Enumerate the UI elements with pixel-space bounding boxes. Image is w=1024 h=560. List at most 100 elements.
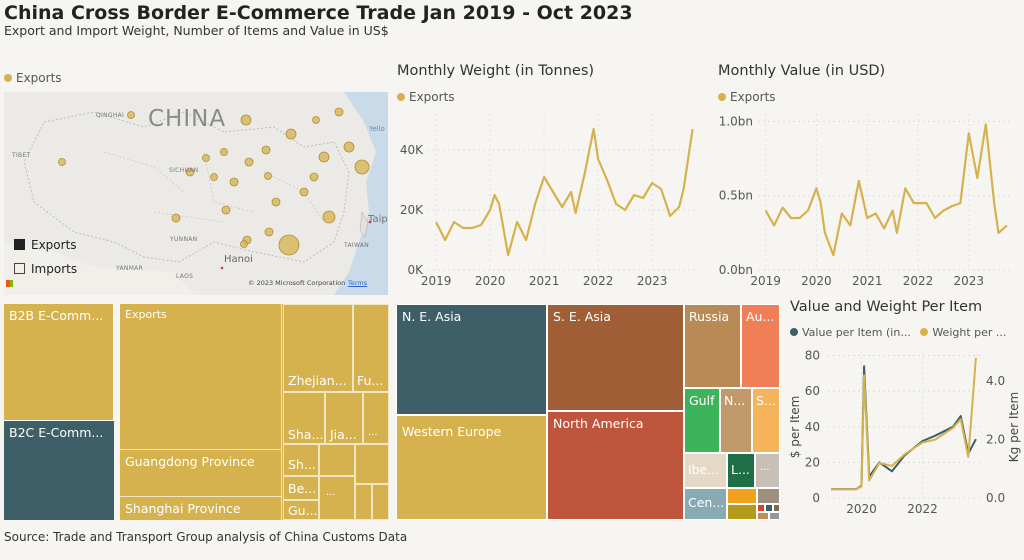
tile-label: Sha...	[288, 427, 324, 442]
x-tick-label: 2019	[750, 274, 781, 288]
value-chart-legend: Exports	[718, 90, 776, 104]
treemap-b2c-tile[interactable]: B2C E-Comm...	[4, 420, 114, 520]
y-tick-label: 0.5bn	[719, 189, 753, 203]
per-item-line-chart: $ per Item Kg per Item 0 20 40 60 80 0.0 2.0 4…	[788, 349, 1021, 516]
treemap-small-tile[interactable]	[355, 484, 372, 520]
treemap-small-tile[interactable]	[727, 504, 757, 520]
bubble-guizhou	[221, 205, 231, 215]
tile-label: ...	[326, 487, 336, 498]
treemap-be-tile[interactable]: Be...	[283, 476, 319, 500]
map-selector-imports[interactable]: Imports	[14, 262, 77, 276]
treemap-north-america-tile[interactable]: North America	[547, 411, 684, 520]
treemap-small-tile[interactable]	[372, 484, 389, 520]
treemap-shanghai-tile[interactable]: Shanghai Province	[120, 496, 282, 520]
bubble-shandong	[334, 107, 344, 117]
exports-legend-dot	[718, 93, 726, 101]
treemap-jia-tile[interactable]: Jia...	[325, 392, 363, 444]
treemap-sh-tile[interactable]: Sh...	[283, 444, 319, 476]
tile-label: North America	[553, 416, 644, 431]
bubble-jiangxi	[299, 187, 309, 197]
imports-checkbox[interactable]	[14, 263, 25, 274]
weight-per-item-line	[831, 357, 977, 491]
treemap-small-tile[interactable]	[727, 488, 757, 504]
place-label: Taipe	[368, 214, 388, 225]
selector-label: Imports	[31, 262, 78, 276]
place-label: Hanoi	[224, 254, 253, 265]
weight-exports-line	[435, 127, 694, 257]
map-selector-exports[interactable]: Exports	[14, 238, 77, 252]
x-tick-label: 2021	[529, 274, 560, 288]
treemap-more-tile[interactable]: ...	[755, 453, 780, 488]
treemap-small-tile[interactable]	[757, 504, 765, 512]
left-y-tick-label: 20	[805, 455, 820, 469]
treemap-small-tile[interactable]	[757, 488, 780, 504]
treemap-australia-tile[interactable]: Au...	[741, 304, 780, 388]
treemap-small-tile[interactable]	[769, 512, 780, 520]
treemap-s-tile[interactable]: S...	[752, 388, 780, 453]
treemap-gu-tile[interactable]: Gu...	[283, 500, 319, 520]
terms-link[interactable]: Terms	[348, 279, 368, 287]
tile-label: Russia	[689, 309, 730, 324]
exports-legend-dot	[397, 93, 405, 101]
treemap-exports-provinces[interactable]: Exports Guangdong Province Shanghai Prov…	[120, 304, 389, 520]
x-tick-label: 2022	[583, 274, 614, 288]
treemap-western-europe-tile[interactable]: Western Europe	[396, 415, 547, 520]
left-y-tick-label: 60	[805, 384, 820, 398]
treemap-ne-asia-tile[interactable]: N. E. Asia	[396, 304, 547, 415]
treemap-sha-tile[interactable]: Sha...	[283, 392, 325, 444]
tile-label: Zhejian...	[288, 373, 347, 388]
value-exports-line	[764, 123, 1008, 257]
bubble-fujian	[322, 210, 336, 224]
treemap-regions[interactable]: N. E. Asia Western Europe S. E. Asia Nor…	[396, 304, 780, 520]
page-subtitle: Export and Import Weight, Number of Item…	[4, 23, 389, 38]
tile-label: Fu...	[357, 373, 384, 388]
weight-legend-dot	[920, 328, 929, 336]
treemap-more-tile[interactable]: ...	[319, 476, 355, 520]
treemap-gulf-tile[interactable]: Gulf	[684, 388, 720, 453]
treemap-iberia-tile[interactable]: Ibe...	[684, 453, 727, 488]
tile-label: Sh...	[288, 457, 316, 472]
place-label: Yello	[369, 125, 385, 133]
china-bubble-map[interactable]: CHINA QINGHAI TIBET SICHUAN YUNNAN LAOS …	[4, 92, 388, 295]
x-tick-label: 2020	[801, 274, 832, 288]
page-title: China Cross Border E-Commerce Trade Jan …	[4, 2, 633, 24]
sea-area	[334, 92, 388, 295]
bubble-shanghai	[343, 141, 355, 153]
treemap-central-asia-tile[interactable]: Cen...	[684, 488, 727, 520]
per-item-grid	[828, 352, 982, 499]
tile-label: Be...	[288, 481, 317, 496]
treemap-se-asia-tile[interactable]: S. E. Asia	[547, 304, 684, 411]
treemap-b2b-tile[interactable]: B2B E-Comm...	[4, 304, 114, 420]
treemap-small-tile[interactable]	[765, 504, 773, 512]
tile-label: B2C E-Comm...	[9, 425, 104, 440]
treemap-more-tile[interactable]: ...	[363, 392, 389, 444]
tile-label: S. E. Asia	[553, 309, 611, 324]
x-tick-label: 2020	[475, 274, 506, 288]
treemap-zhejiang-tile[interactable]: Zhejian...	[283, 304, 353, 392]
place-label: TAIWAN	[344, 242, 370, 249]
right-y-tick-label: 2.0	[986, 433, 1005, 447]
export-bubbles[interactable]	[58, 107, 370, 256]
microsoft-logo	[6, 280, 13, 287]
treemap-small-tile[interactable]	[757, 512, 769, 520]
left-axis-label: $ per Item	[788, 396, 802, 459]
exports-checkbox[interactable]	[14, 239, 25, 250]
treemap-l-tile[interactable]: L...	[727, 453, 755, 488]
bubble-liaoning	[312, 116, 320, 124]
treemap-guangdong-tile[interactable]: Guangdong Province	[120, 449, 282, 475]
hanoi-marker	[220, 266, 224, 270]
tile-label: Cen...	[688, 495, 725, 510]
southern-land	[4, 242, 194, 295]
tile-label: Western Europe	[402, 424, 502, 439]
bubble-hainan	[264, 227, 274, 237]
treemap-russia-tile[interactable]: Russia	[684, 304, 741, 388]
value-legend-label: Exports	[730, 90, 776, 104]
bubble-tibet	[58, 158, 66, 166]
treemap-small-tile[interactable]	[773, 504, 780, 512]
treemap-small-tile[interactable]	[355, 444, 389, 484]
treemap-small-tile[interactable]	[319, 444, 355, 476]
per-item-legend: Value per Item (in... Weight per ...	[790, 326, 1006, 339]
treemap-fujian-tile[interactable]: Fu...	[353, 304, 389, 392]
treemap-n-tile[interactable]: N...	[720, 388, 752, 453]
value-x-ticks: 2019 2020 2021 2022 2023	[750, 274, 984, 288]
